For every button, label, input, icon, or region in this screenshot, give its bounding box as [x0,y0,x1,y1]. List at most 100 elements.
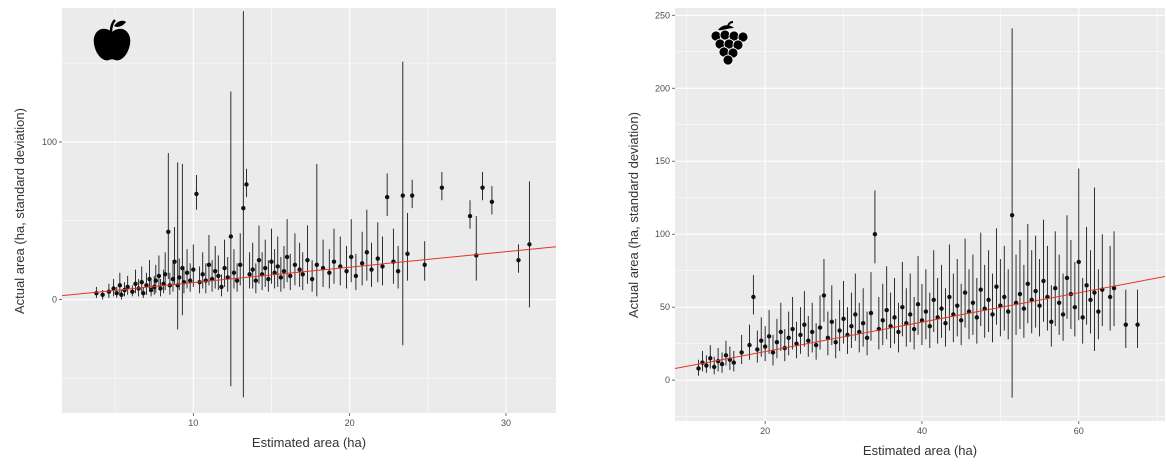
data-point [774,339,780,345]
data-point [868,310,874,316]
data-point [1064,275,1070,281]
data-point [278,275,284,280]
data-point [978,287,983,292]
data-point [184,270,190,275]
data-point [177,275,182,280]
y-tick-label: 50 [660,302,670,312]
y-tick-label: 100 [42,137,57,147]
x-tick-label: 60 [1074,426,1084,436]
data-point [994,284,999,289]
apple-icon [93,19,131,61]
data-point [896,329,901,335]
data-point [1006,309,1011,314]
data-point [762,344,768,349]
data-point [156,273,162,279]
data-point [314,262,320,268]
data-point [1111,285,1117,291]
data-point [170,276,176,282]
plot-background [62,8,556,413]
data-point [708,356,713,361]
data-point [892,315,897,320]
data-point [915,302,921,307]
data-point [384,194,390,200]
data-point [266,276,271,282]
data-point [813,342,819,348]
data-point [1084,283,1089,288]
y-tick-label: 100 [655,229,670,239]
data-point [253,278,259,283]
data-point [213,268,218,274]
data-point [158,286,163,291]
data-point [375,256,380,261]
data-point [739,350,744,355]
data-point [238,262,243,268]
data-point [821,293,827,298]
data-point [958,318,964,323]
data-point [1033,288,1038,294]
data-point [853,312,858,317]
data-point [786,335,791,341]
data-point [331,259,337,264]
data-point [516,257,521,263]
data-point [908,312,913,317]
data-point [829,319,834,324]
data-point [247,272,252,277]
data-point [770,350,776,355]
data-point [872,232,878,237]
data-point [122,287,127,293]
apple-chart-panel: 10 20 30 0 100 Estimated area (ha) Actual area… [0,0,570,459]
data-point [1009,213,1015,218]
data-point [704,363,709,368]
data-point [395,268,401,274]
data-point [263,265,268,271]
data-point [133,281,138,286]
data-point [955,303,960,308]
data-point [986,297,991,303]
data-point [364,250,370,255]
data-point [911,326,917,332]
data-point [380,264,385,269]
data-point [790,326,795,332]
data-point [798,332,803,338]
trend-line [62,246,556,297]
y-axis-label: Actual area (ha, standard deviation) [626,111,641,318]
data-point [139,280,144,285]
data-point [284,254,290,260]
data-point [228,234,234,239]
y-tick-label: 150 [655,156,670,166]
data-point [1123,322,1128,327]
data-point [172,259,177,264]
data-point [712,364,717,370]
data-point [320,265,326,271]
data-point [114,291,119,296]
data-point [943,321,948,326]
data-point [1037,303,1042,308]
data-point [141,291,146,296]
data-point [970,300,976,305]
data-point [194,191,199,197]
grid [62,8,556,413]
data-point [833,339,838,345]
data-point [923,309,929,314]
data-point [309,276,315,282]
data-point [837,328,842,333]
data-point [810,329,815,335]
data-point [1072,304,1078,310]
x-tick-label: 20 [760,426,770,436]
data-point [281,268,287,274]
data-point [527,242,532,247]
data-point [778,329,784,335]
data-point [489,199,495,205]
grape-chart-panel: 20 40 60 0 50 100 150 200 250 Estimated area (ha)… [600,0,1166,459]
data-point [203,278,209,283]
data-point [766,334,772,339]
data-point [187,278,193,283]
data-point [162,272,168,277]
data-point [825,335,831,341]
data-point [467,213,473,219]
data-point [225,275,230,280]
data-point [327,270,332,275]
data-point [106,289,112,294]
data-point [256,257,262,263]
data-point [880,318,885,323]
